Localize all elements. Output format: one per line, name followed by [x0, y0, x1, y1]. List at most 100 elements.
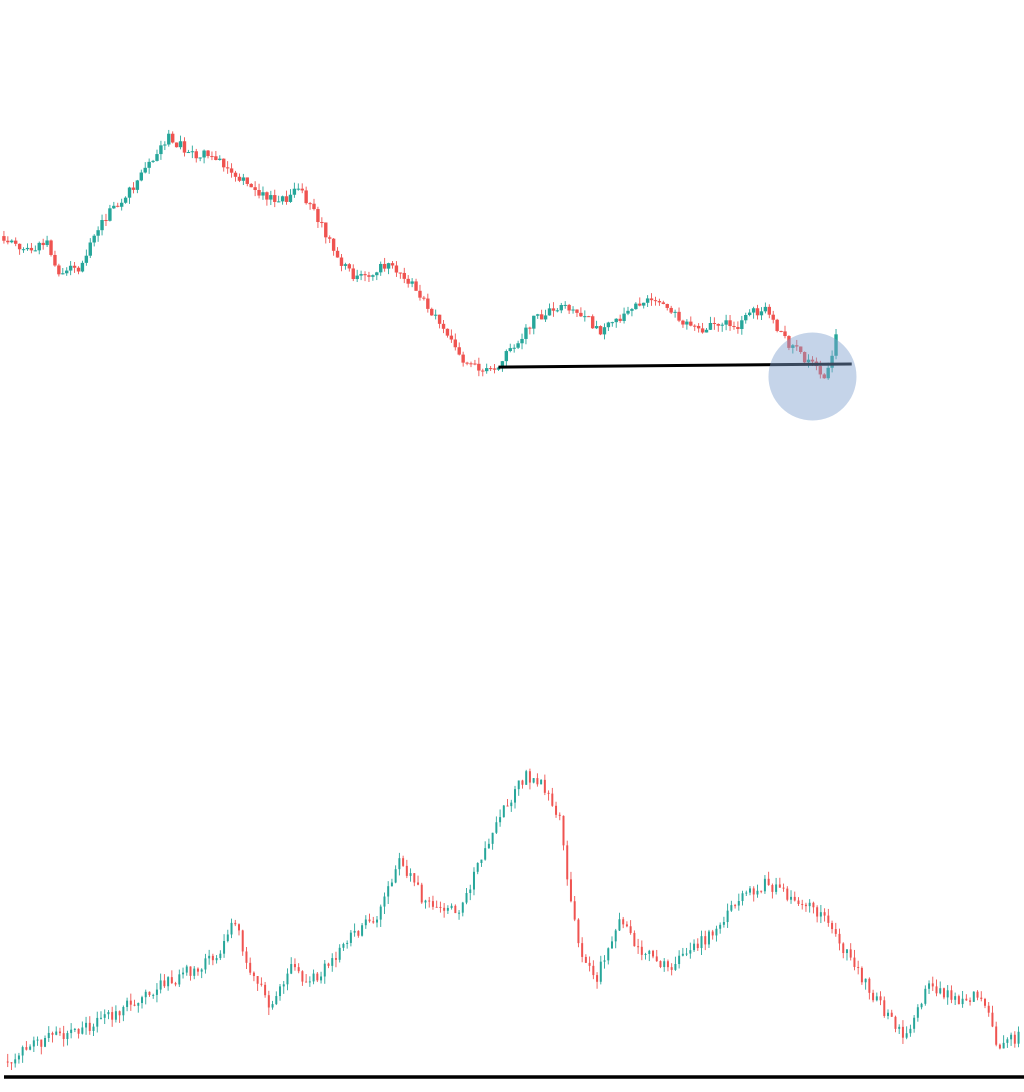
candle-body: [133, 1004, 136, 1006]
candle: [853, 949, 856, 971]
candle-body: [645, 298, 650, 303]
candle-body: [760, 890, 763, 892]
candle-body: [472, 871, 475, 890]
candle: [137, 1002, 140, 1013]
candle: [96, 226, 100, 242]
candle: [663, 958, 666, 972]
level-line: [498, 362, 852, 369]
candle-body: [269, 195, 273, 200]
candle: [640, 940, 643, 961]
candle-body: [300, 188, 304, 191]
candle: [2, 230, 6, 244]
candle-body: [719, 924, 722, 929]
candle: [649, 293, 654, 306]
candle: [736, 321, 740, 334]
candle-body: [961, 998, 964, 1005]
candle: [670, 963, 673, 976]
candle: [372, 916, 375, 924]
candle-body: [637, 946, 640, 948]
candle: [405, 859, 408, 879]
candle: [630, 307, 634, 317]
candle: [96, 1011, 99, 1033]
candle: [139, 169, 143, 182]
candle: [320, 971, 323, 984]
candle: [428, 896, 431, 908]
candle-body: [579, 312, 583, 317]
candle: [693, 324, 697, 331]
candle: [245, 946, 248, 970]
candle: [445, 328, 450, 338]
candle-body: [622, 919, 625, 925]
candle-body: [778, 884, 781, 888]
candle-body: [290, 964, 293, 974]
candle: [210, 151, 214, 161]
candle: [225, 161, 230, 174]
candle: [84, 249, 89, 266]
candle-body: [823, 912, 826, 916]
candle: [622, 307, 626, 324]
candle-body: [245, 951, 248, 963]
candle-body: [681, 320, 685, 325]
candle-body: [555, 310, 560, 312]
candle-body: [349, 932, 352, 943]
candle: [496, 366, 501, 371]
candle: [716, 323, 720, 332]
candle-body: [950, 990, 953, 1000]
candle: [122, 1005, 125, 1022]
candle-body: [170, 977, 173, 984]
candle: [916, 1004, 919, 1022]
candle-body: [751, 308, 756, 313]
candle-body: [879, 996, 882, 1001]
candle: [795, 339, 799, 351]
candle-body: [363, 274, 367, 276]
candle-body: [215, 958, 218, 961]
candle-body: [745, 892, 748, 894]
candle-body: [749, 888, 751, 893]
candle-body: [857, 966, 860, 968]
candle: [606, 321, 611, 331]
candle-body: [312, 203, 316, 210]
candle-body: [834, 334, 838, 356]
candle-body: [334, 958, 337, 960]
candle: [371, 274, 375, 281]
candle: [338, 944, 341, 963]
candle: [249, 183, 253, 188]
candle-body: [551, 793, 554, 806]
candle: [976, 990, 979, 1001]
candle: [965, 994, 968, 1001]
candle-body: [241, 930, 244, 952]
candle-body: [830, 355, 834, 368]
candle-body: [693, 325, 697, 327]
candle: [218, 155, 222, 161]
candle: [909, 1024, 912, 1037]
candle: [331, 237, 336, 256]
candle: [364, 915, 367, 929]
candle-body: [804, 904, 807, 907]
candle: [487, 838, 490, 849]
candle-body: [252, 972, 255, 977]
candle: [730, 900, 733, 912]
candle-body: [767, 306, 771, 315]
candle: [532, 778, 535, 784]
candle-body: [860, 967, 863, 983]
candle: [734, 903, 737, 909]
candle: [622, 916, 625, 929]
candle-body: [137, 1003, 140, 1006]
candle: [343, 262, 348, 270]
candle: [485, 363, 489, 374]
candle: [547, 303, 552, 316]
candle-body: [426, 298, 430, 309]
candle: [834, 922, 837, 937]
candle-body: [575, 309, 579, 313]
candle-body: [816, 907, 819, 917]
candle: [508, 343, 512, 353]
candle: [724, 314, 728, 331]
candle: [129, 993, 132, 1011]
candle: [602, 323, 607, 340]
candle-body: [249, 183, 253, 188]
candle: [174, 142, 179, 148]
candle: [704, 930, 707, 951]
candle-body: [402, 858, 405, 866]
candle: [652, 949, 655, 959]
candle-body: [286, 973, 289, 985]
